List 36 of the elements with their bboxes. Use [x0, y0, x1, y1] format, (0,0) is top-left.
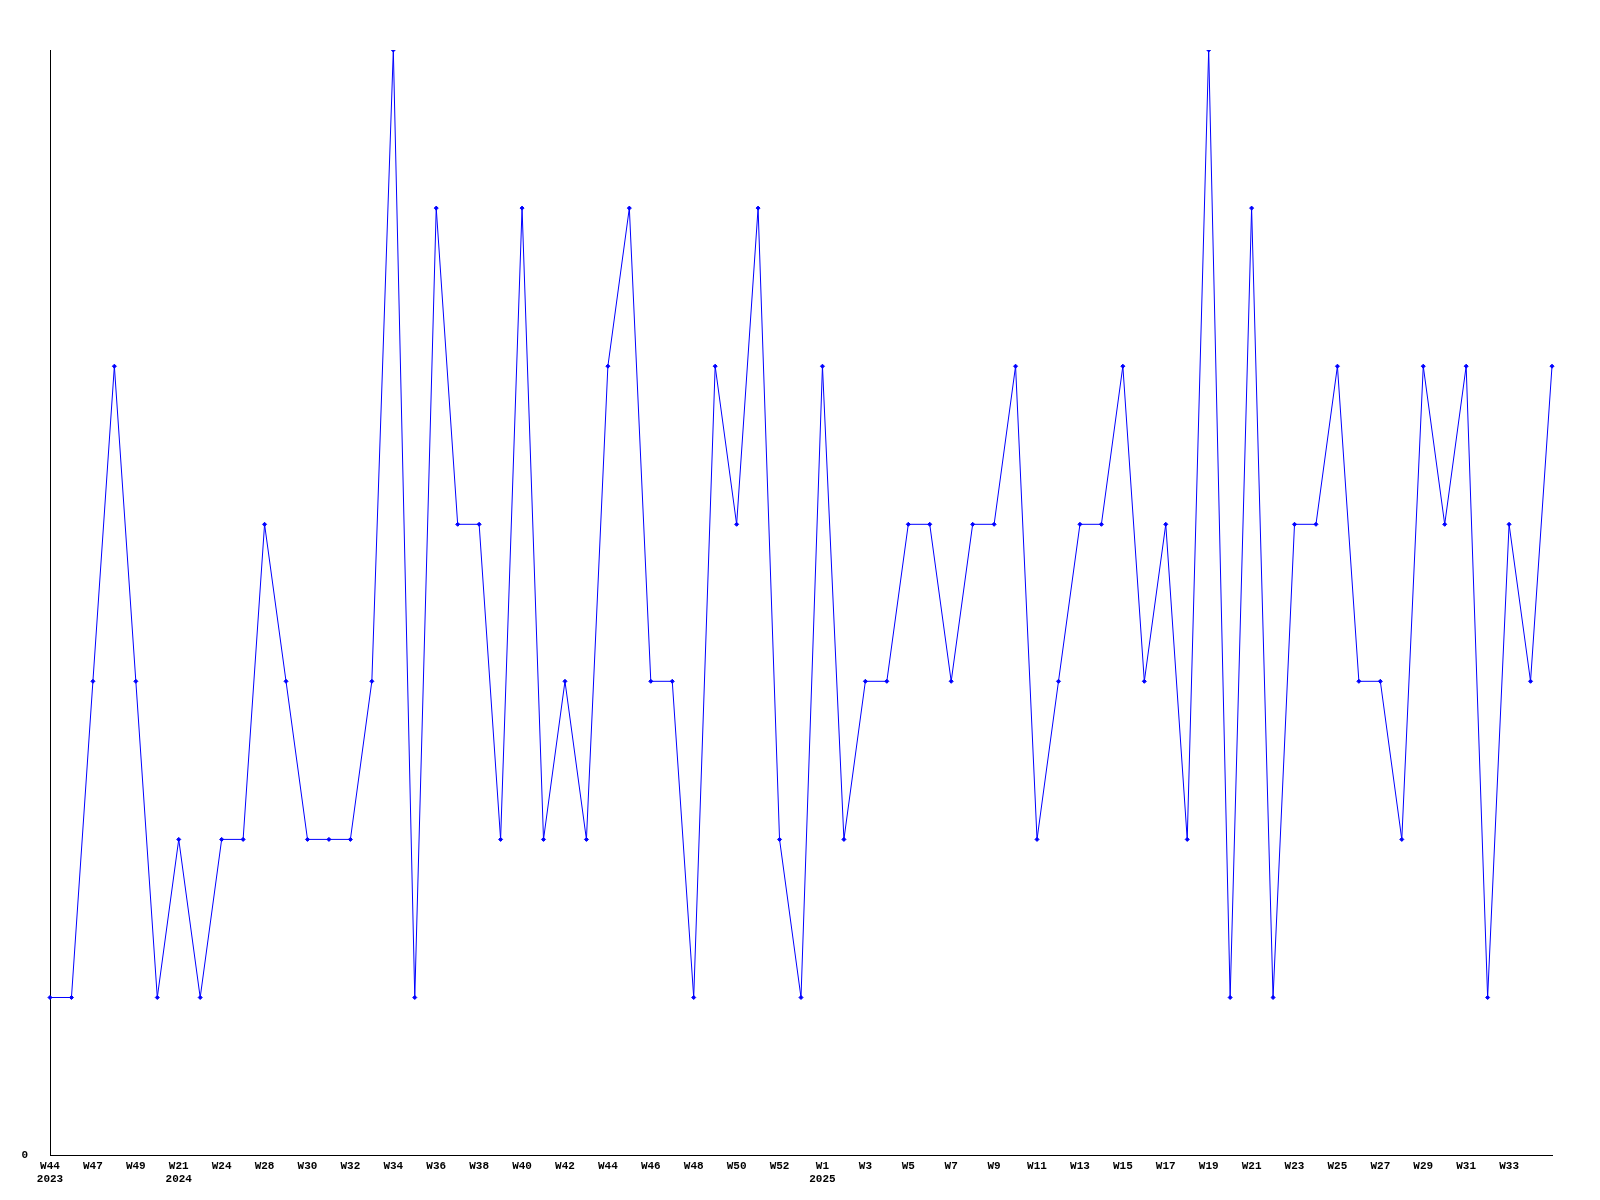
x-tick-label: W23 — [1284, 1159, 1305, 1172]
x-tick-label: W44 2023 — [36, 1159, 64, 1186]
x-tick-label: W42 — [555, 1159, 575, 1172]
x-tick-label: W3 — [858, 1159, 873, 1172]
x-tick-label: W24 — [211, 1159, 232, 1172]
text: 0 — [21, 1149, 28, 1162]
x-tick-label: W34 — [383, 1159, 404, 1172]
x-tick-label: W40 — [512, 1159, 532, 1172]
x-tick-label: W46 — [640, 1159, 661, 1172]
x-tick-label: W49 — [125, 1159, 146, 1172]
x-tick-label: W38 — [469, 1159, 490, 1172]
x-tick-label: W25 — [1327, 1159, 1348, 1172]
x-tick-label: W21 — [1241, 1159, 1262, 1172]
x-tick-label: W47 — [83, 1159, 103, 1172]
x-tick-label: W48 — [683, 1159, 705, 1172]
x-tick-label: W11 — [1027, 1159, 1048, 1172]
x-tick-label: W31 — [1456, 1159, 1477, 1172]
x-tick-label: W9 — [987, 1159, 1001, 1172]
x-tick-label: W33 — [1499, 1159, 1520, 1172]
x-tick-label: W7 — [944, 1159, 958, 1172]
x-tick-label: W36 — [426, 1159, 447, 1172]
x-tick-label: W44 — [597, 1159, 619, 1172]
x-tick-label: W30 — [297, 1159, 318, 1172]
x-tick-label: W15 — [1112, 1159, 1134, 1172]
x-tick-label: W5 — [901, 1159, 916, 1172]
x-tick-label: W52 — [769, 1159, 790, 1172]
x-tick-label: W13 — [1070, 1159, 1091, 1172]
x-tick-label: W17 — [1155, 1159, 1176, 1172]
x-tick-label: W32 — [340, 1159, 361, 1172]
x-tick-label: W27 — [1370, 1159, 1391, 1172]
x-tick-label: W29 — [1413, 1159, 1434, 1172]
x-tick-label: W50 — [726, 1159, 747, 1172]
x-tick-label: W19 — [1198, 1159, 1219, 1172]
x-tick-label: W21 2024 — [165, 1159, 193, 1186]
x-tick-label: W28 — [254, 1159, 275, 1172]
x-tick-label: W1 2025 — [809, 1159, 837, 1186]
